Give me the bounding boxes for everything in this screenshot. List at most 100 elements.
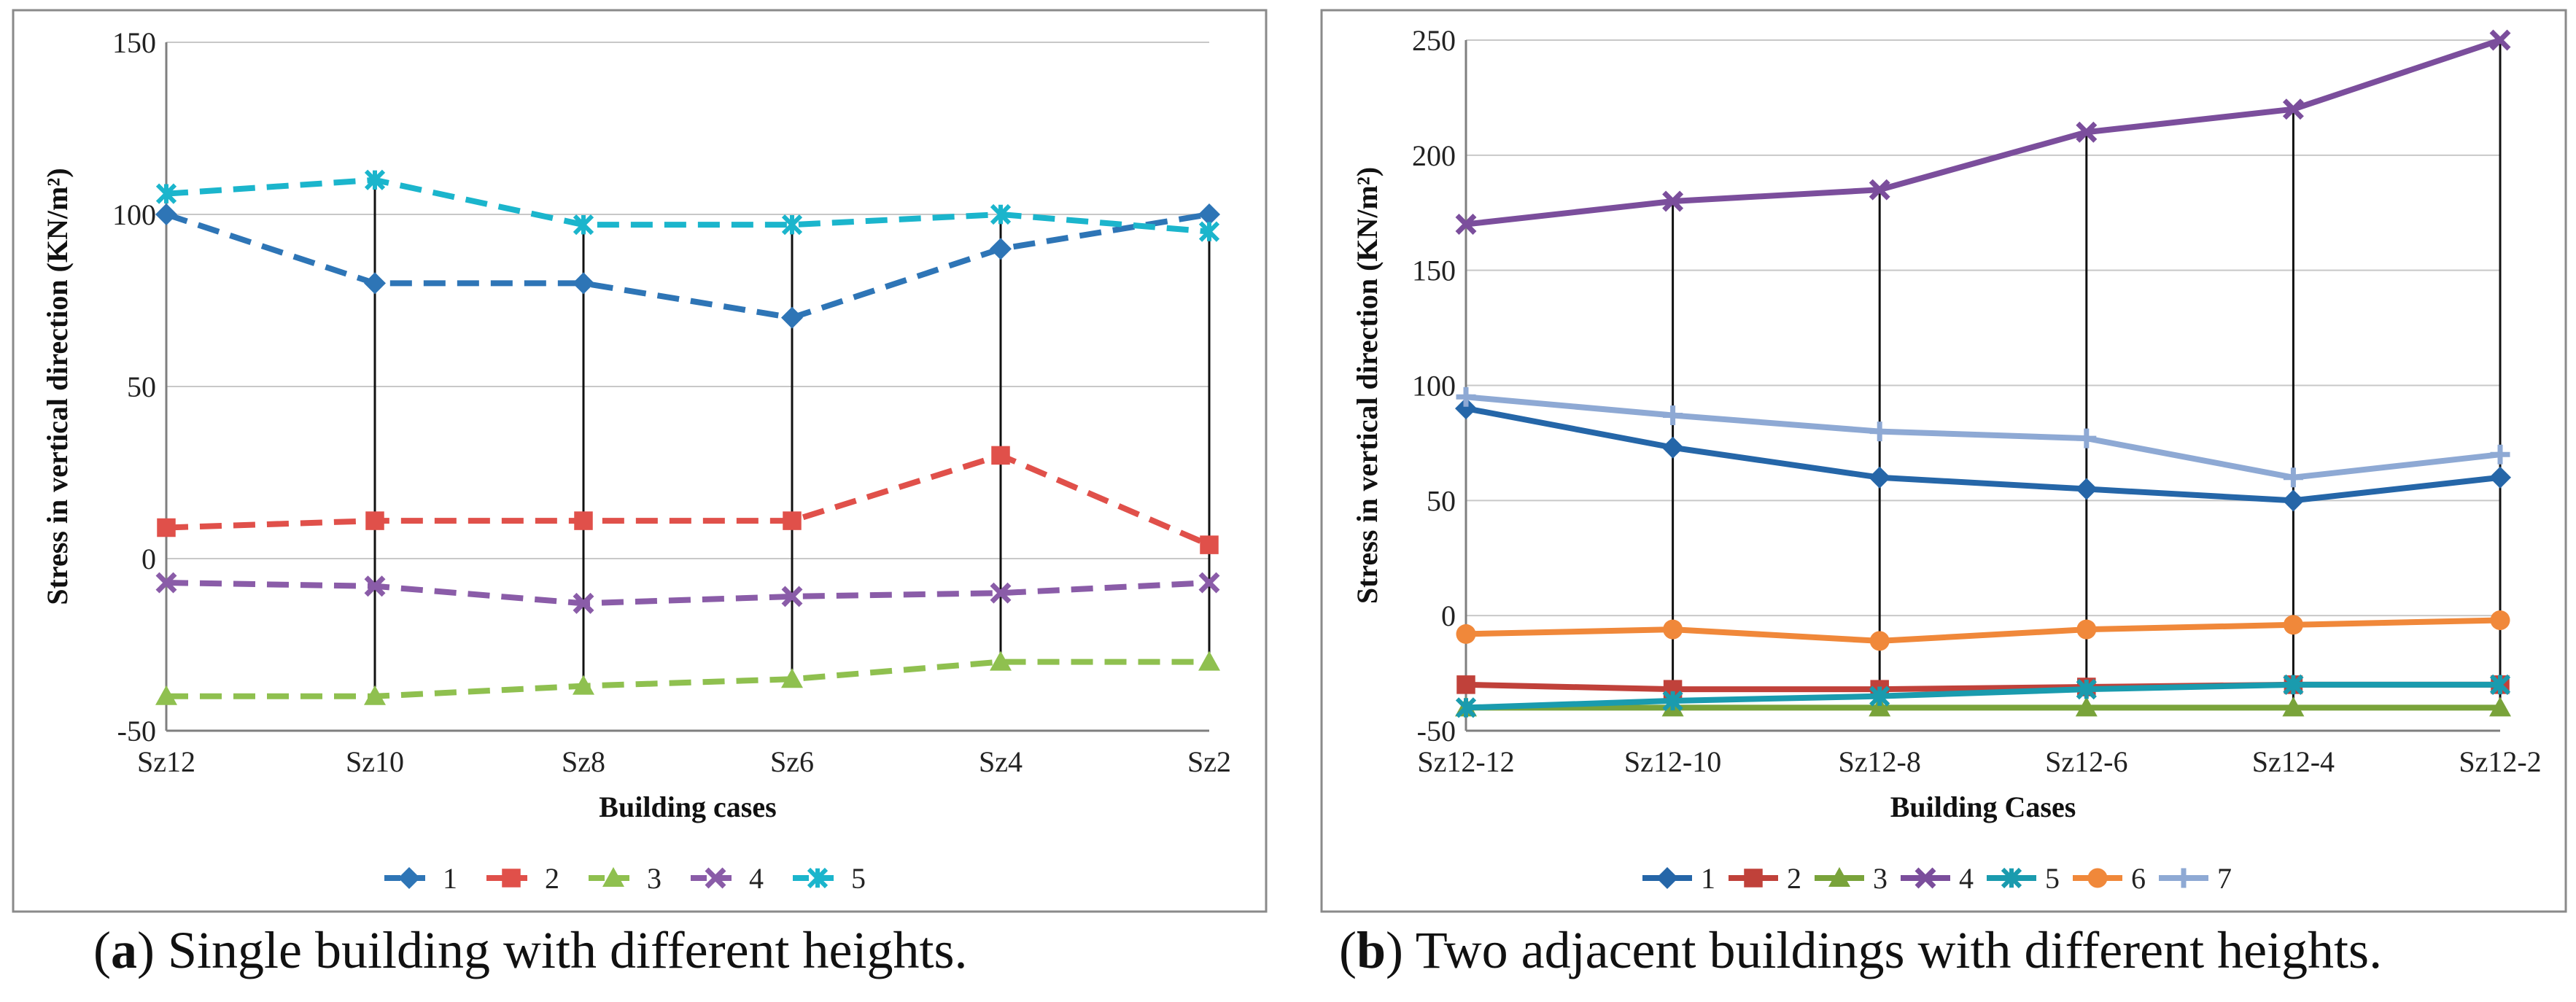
chart-b-series-5-point-shape [1455,697,1477,718]
chart-a-series-4-point-shape [1198,572,1220,594]
chart-b-series-1-line [1465,405,2501,504]
chart-b-series-1-point [2282,489,2305,512]
chart-a-series-2-point-shape [157,518,176,537]
chart-a-x-tick-label: Sz12 [137,745,195,778]
chart-a-series-2-point [783,511,802,530]
chart-b-legend-marker-6-shape [2087,868,2108,888]
chart-b-x-axis-label: Building Cases [1890,791,2076,823]
chart-b-series-1-point-shape [2282,489,2305,512]
chart-a-series-2-point-shape [1200,535,1219,554]
chart-b: -50 0 50 100 150 200 250 Sz12-12 Sz12-10 Sz12-8 Sz… [1351,24,2542,895]
chart-b-series-7-point-shape [1663,405,1683,426]
chart-a-series-5-point [155,183,177,204]
chart-b-legend-label-5: 5 [2045,862,2060,895]
chart-b-series-3-point [1869,696,1891,717]
chart-b-series-1-point [1455,397,1477,420]
chart-b-legend-label-3: 3 [1873,862,1888,895]
chart-b-series-1-point-shape [2489,466,2511,489]
chart-b-series-6-point [1456,624,1476,644]
chart-a-legend-marker-2 [502,869,521,888]
chart-a-series-3-point-shape [1198,650,1220,671]
chart-a-series-3-point-shape [364,685,386,705]
chart-a-x-tick-label: Sz2 [1187,745,1231,778]
chart-a-legend-marker-3 [602,867,624,887]
chart-b-series-6-point [2283,615,2303,635]
chart-a-series-3-point [573,675,594,695]
chart-a-series-3-line [166,659,1209,699]
chart-a-frame [12,9,1268,913]
chart-b-series-1-point-shape [2075,478,2098,500]
chart-a-series-3-point [990,650,1012,671]
chart-a-series-3-point-shape [155,685,177,705]
chart-b-series-7-point [2283,467,2303,488]
chart-a-series-1-point-shape [1198,203,1220,225]
chart-a-series-2-point-shape [574,511,593,530]
chart-b-series-6-point-shape [1869,631,1890,651]
chart-a-series-1-point-shape [155,203,177,225]
chart-b-series-7-point-shape [2076,428,2097,448]
chart-b-series-6-point [2076,619,2097,640]
chart-a-series-1-point-shape [990,238,1012,260]
chart-b-y-tick-label: 250 [1412,24,1456,57]
chart-a-series-4-point [573,592,594,614]
chart-b-series-1-point [2075,478,2098,500]
chart-a-legend-label-5: 5 [851,862,866,895]
chart-b-legend-marker-5 [2001,867,2022,889]
chart-b-series-5-point-shape [1869,686,1890,707]
chart-b-x-tick-label: Sz12-10 [1624,745,1721,778]
chart-b-series-4-line [1465,37,2502,228]
chart-a-y-tick-label: 150 [112,26,156,59]
chart-a-x-tick-label: Sz8 [562,745,605,778]
chart-a-series-1-point [781,306,803,329]
chart-b-legend-marker-1 [1656,867,1678,889]
chart-a-series-1-point-shape [781,306,803,329]
chart-b-series-1-point [1661,436,1684,459]
chart-a-series-3-point-shape [990,650,1012,671]
chart-a-series-5-point [1198,221,1220,242]
chart-b-y-tick-label: 0 [1441,599,1456,632]
chart-b-series-6-point-shape [2076,619,2097,640]
chart-a-legend-marker-2-shape [502,869,521,888]
chart-a-y-tick-label: 100 [112,198,156,231]
chart-a-series-2-point [1200,535,1219,554]
chart-a-series-1-point-shape [364,272,386,295]
chart-b-series-5-point [2283,674,2304,695]
chart-b-series-5-point-shape [2489,674,2511,695]
chart-b-series-2-point-shape [1456,675,1475,694]
chart-b-x-tick-label: Sz12-8 [1839,745,1921,778]
chart-b-series-7-point-shape [1456,387,1476,407]
chart-a-legend-marker-4-shape [705,867,726,889]
chart-b-series-3-point [2489,696,2511,717]
chart-b-series-3-point-shape [2489,696,2511,717]
chart-b-legend-marker-4-shape [1914,867,1936,889]
chart-b-series-3-point-shape [2075,696,2098,717]
chart-a-series-2-point [365,511,384,530]
chart-b-series-4-point [1662,190,1684,212]
chart-a-series-2-point [574,511,593,530]
chart-b-series-4-point [2076,121,2098,143]
chart-b-series-3-point-shape [2282,696,2305,717]
chart-b-x-tick-label: Sz12-6 [2045,745,2127,778]
chart-a-series-4-point [364,575,386,597]
chart-a-series-2-point-shape [365,511,384,530]
chart-b-legend-marker-6 [2087,868,2108,888]
chart-b-legend-label-6: 6 [2131,862,2146,895]
chart-a-series-3-point-shape [573,675,594,695]
chart-b-series-4-point-shape [1455,214,1477,236]
chart-b-series-7-point-shape [2490,444,2510,465]
chart-b-series-1-point-shape [1661,436,1684,459]
chart-a-x-tick-label: Sz4 [979,745,1023,778]
chart-a-series-4-point-shape [573,592,594,614]
chart-b-series-4-point-shape [2076,121,2098,143]
chart-a-x-axis-label: Building cases [599,791,776,823]
chart-b-series-3-point [2282,696,2305,717]
chart-b-series-6-point [1869,631,1890,651]
chart-a-series-5-point-shape [1198,221,1220,242]
chart-a-series-3-point [364,685,386,705]
chart-b-y-tick-label: 150 [1412,255,1456,287]
chart-b-series-4-point-shape [2282,98,2304,120]
chart-a-series-4-point [781,586,803,607]
chart-b-series-7-point [1456,387,1476,407]
chart-b-series-5-point [1662,690,1683,712]
